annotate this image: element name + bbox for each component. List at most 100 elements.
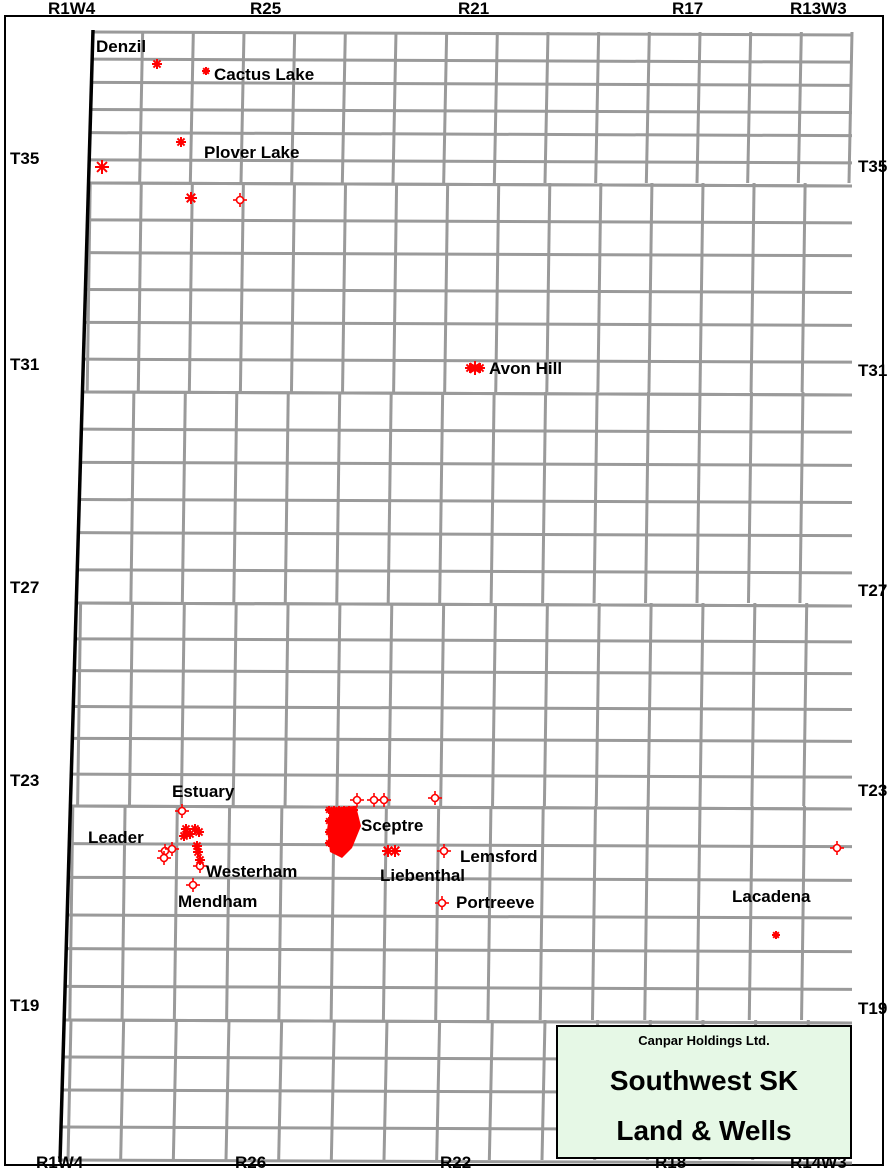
range-column-line	[438, 391, 445, 604]
well-producing-symbol	[202, 67, 210, 75]
township-label-left: T23	[10, 771, 39, 790]
range-column-line	[540, 1019, 547, 1161]
place-label-avon-hill: Avon Hill	[489, 359, 562, 378]
township-label-left: T27	[10, 578, 39, 597]
range-column-line	[290, 31, 297, 184]
range-column-line	[543, 31, 550, 184]
place-label-mendham: Mendham	[178, 892, 257, 911]
range-column-line	[594, 602, 601, 807]
township-row-line	[81, 427, 853, 434]
range-column-line	[489, 391, 496, 604]
range-column-line	[439, 602, 446, 807]
township-label-right: T35	[858, 157, 887, 176]
well-producing-symbol	[340, 839, 348, 847]
place-label-lemsford: Lemsford	[460, 847, 537, 866]
range-column-line	[698, 602, 705, 807]
range-column-line	[434, 805, 441, 1021]
township-row-line	[83, 357, 853, 364]
township-row-line	[76, 601, 853, 608]
range-column-line	[644, 31, 651, 184]
range-column-line	[798, 391, 805, 604]
range-column-line	[545, 182, 552, 393]
well-abandoned-symbol	[350, 793, 364, 807]
range-column-line	[188, 31, 195, 184]
company-name: Canpar Holdings Ltd.	[638, 1033, 769, 1048]
township-row-line	[84, 320, 853, 327]
township-row-line	[90, 108, 853, 114]
township-row-line	[85, 288, 853, 294]
range-column-line	[335, 602, 342, 807]
place-label-portreeve: Portreeve	[456, 893, 534, 912]
range-column-line	[277, 805, 284, 1021]
range-column-line	[340, 31, 347, 184]
range-column-line	[127, 602, 134, 807]
township-row-line	[88, 181, 853, 188]
range-column-line	[847, 31, 854, 184]
range-column-line	[487, 1019, 494, 1161]
range-label-top: R13W3	[790, 0, 847, 18]
township-row-line	[87, 218, 853, 225]
range-column-line	[289, 182, 296, 393]
range-column-line	[68, 805, 75, 1021]
range-column-line	[277, 1019, 284, 1161]
township-label-right: T27	[858, 581, 887, 600]
range-column-line	[442, 31, 449, 184]
township-row-line	[91, 80, 853, 87]
range-column-line	[329, 1019, 336, 1161]
township-row-line	[92, 57, 853, 64]
well-producing-symbol	[185, 192, 197, 204]
range-column-line	[231, 602, 238, 807]
range-column-line	[138, 31, 145, 184]
range-column-line	[695, 31, 702, 184]
map-title-line2: Land & Wells	[616, 1115, 791, 1146]
range-column-line	[171, 1019, 178, 1161]
range-column-line	[119, 1019, 126, 1161]
township-row-line	[67, 913, 853, 920]
well-producing-symbol	[95, 160, 109, 174]
township-row-line	[64, 1018, 853, 1025]
range-column-line	[136, 182, 143, 393]
township-row-line	[77, 568, 853, 575]
township-label-left: T35	[10, 149, 39, 168]
range-column-line	[542, 602, 549, 807]
range-column-line	[180, 391, 187, 604]
township-label-left: T31	[10, 355, 39, 374]
range-label-bottom: R1W4	[36, 1153, 84, 1171]
range-column-line	[800, 182, 807, 393]
township-label-right: T31	[858, 361, 887, 380]
range-column-line	[594, 31, 601, 184]
map-title-line1: Southwest SK	[610, 1065, 798, 1096]
range-column-line	[538, 805, 545, 1021]
range-column-line	[747, 805, 754, 1021]
range-column-line	[129, 391, 136, 604]
fourth-meridian-line	[58, 29, 95, 1163]
range-column-line	[592, 391, 599, 604]
range-column-line	[596, 182, 603, 393]
range-label-top: R1W4	[48, 0, 96, 18]
range-column-line	[187, 182, 194, 393]
range-column-line	[382, 1019, 389, 1161]
range-column-line	[643, 805, 650, 1021]
well-abandoned-symbol	[830, 841, 844, 855]
range-column-line	[494, 182, 501, 393]
township-label-right: T19	[858, 999, 887, 1018]
title-box: Canpar Holdings Ltd. Southwest SK Land &…	[556, 1025, 852, 1159]
range-label-top: R17	[672, 0, 703, 18]
range-column-line	[283, 602, 290, 807]
range-column-line	[224, 1019, 231, 1161]
range-column-line	[225, 805, 232, 1021]
range-column-line	[590, 805, 597, 1021]
range-column-line	[238, 182, 245, 393]
range-column-line	[85, 182, 92, 393]
range-column-line	[435, 1019, 442, 1161]
well-abandoned-symbol	[157, 851, 171, 865]
range-column-line	[491, 602, 498, 807]
range-column-line	[172, 805, 179, 1021]
range-column-line	[66, 1019, 73, 1161]
range-column-line	[391, 31, 398, 184]
place-label-cactus-lake: Cactus Lake	[214, 65, 314, 84]
township-row-line	[75, 637, 853, 644]
title-box-background	[556, 1025, 852, 1159]
place-label-estuary: Estuary	[172, 782, 235, 801]
